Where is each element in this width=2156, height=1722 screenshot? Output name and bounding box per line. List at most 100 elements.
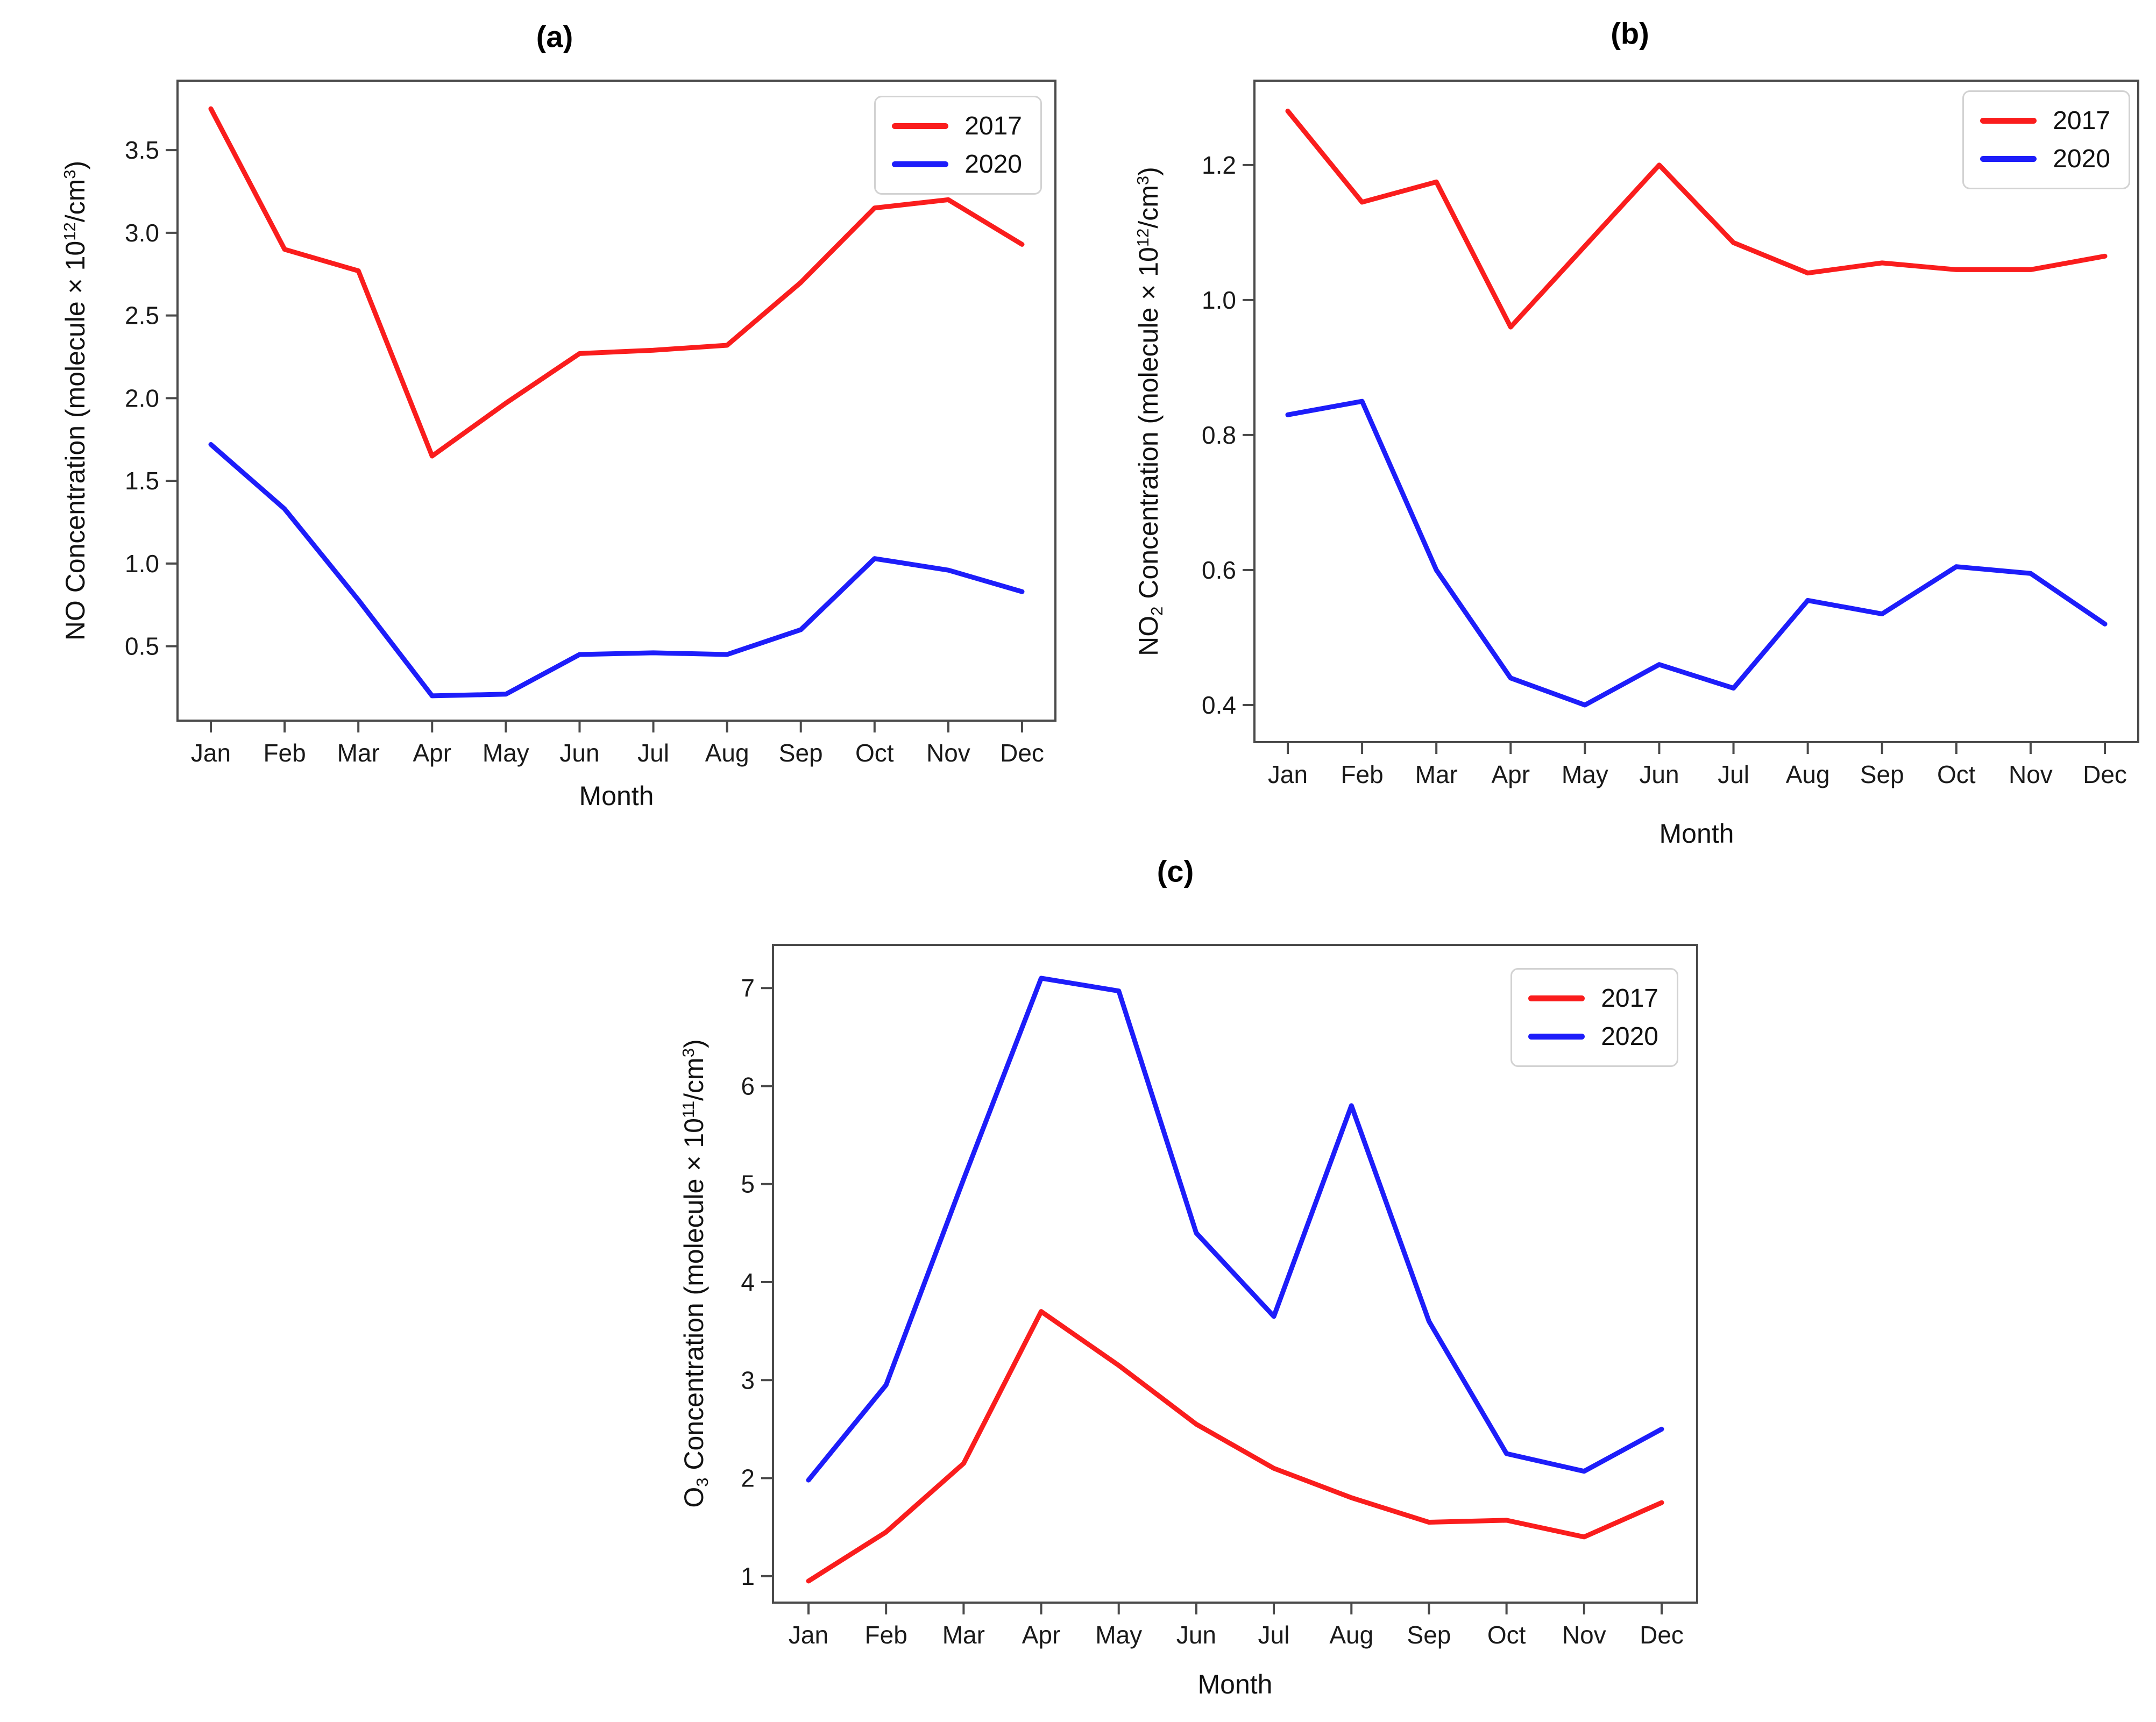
x-tick-label: May xyxy=(1095,1621,1142,1649)
x-tick-label: Jul xyxy=(1258,1621,1290,1649)
x-tick-label: Aug xyxy=(705,739,749,767)
legend-swatch-2020 xyxy=(1528,1034,1585,1040)
x-tick-label: Aug xyxy=(1329,1621,1373,1649)
y-axis-label-part: /cm xyxy=(1133,185,1164,229)
y-tick-label: 5 xyxy=(741,1170,755,1198)
y-axis-label-part: 12 xyxy=(60,222,79,241)
legend-item-2020: 2020 xyxy=(1528,1022,1658,1051)
x-tick-label: Apr xyxy=(1491,760,1530,788)
panel-c: (c) O3 Concentration (molecule × 1011/cm… xyxy=(0,839,2156,1722)
y-axis-label-part: 3 xyxy=(692,1477,712,1487)
panel-a-legend: 2017 2020 xyxy=(874,96,1042,195)
x-tick-label: Jan xyxy=(789,1621,828,1649)
legend-swatch-2017 xyxy=(1528,995,1585,1001)
y-axis-label-part: Concentration (molecule × 10 xyxy=(1133,247,1164,607)
panel-c-y-axis-label: O3 Concentration (molecule × 1011/cm3) xyxy=(678,1039,712,1508)
legend-item-2020: 2020 xyxy=(892,150,1022,179)
panel-c-plot-area: 1 2 3 4 5 6 7 Jan Feb Mar Apr May Jun Jul Aug Sep Oct Nov… xyxy=(741,944,1698,1649)
legend-swatch-2020 xyxy=(1980,156,2037,162)
x-tick-label: Apr xyxy=(1022,1621,1061,1649)
y-axis-label-part: Concentration (molecule × 10 xyxy=(679,1118,709,1478)
y-tick-label: 0.4 xyxy=(1202,691,1236,719)
panel-c-legend: 2017 2020 xyxy=(1510,968,1678,1067)
panel-b-plot-area: 0.4 0.6 0.8 1.0 1.2 Jan Feb Mar Apr May Jun Jul Aug S… xyxy=(1202,80,2139,788)
x-tick-label: May xyxy=(483,739,529,767)
y-axis-label-part: 2 xyxy=(1147,606,1166,616)
x-tick-label: Sep xyxy=(779,739,823,767)
panel-a-y-axis-label: NO Concentration (molecule × 1012/cm3) xyxy=(60,161,91,641)
x-tick-label: Nov xyxy=(1562,1621,1606,1649)
legend-item-2020: 2020 xyxy=(1980,144,2110,174)
y-axis-label-part: /cm xyxy=(60,179,90,223)
legend-item-2017: 2017 xyxy=(892,111,1022,141)
panel-a-x-axis-label: Month xyxy=(579,781,654,811)
plot-spines xyxy=(772,944,1698,1604)
x-tick-label: Dec xyxy=(2083,760,2127,788)
legend-label-2020: 2020 xyxy=(2053,145,2110,173)
y-tick-label: 3.0 xyxy=(125,219,159,247)
x-tick-label: Dec xyxy=(1640,1621,1684,1649)
x-tick-label: Nov xyxy=(2009,760,2053,788)
y-tick-label: 2.0 xyxy=(125,384,159,412)
x-tick-label: Oct xyxy=(1487,1621,1526,1649)
x-tick-label: Oct xyxy=(1937,760,1976,788)
y-tick-label: 0.8 xyxy=(1202,421,1236,449)
y-tick-label: 1.0 xyxy=(125,550,159,578)
y-axis-label-part: O xyxy=(679,1486,709,1508)
panel-c-x-axis-label: Month xyxy=(1197,1669,1273,1699)
y-tick-label: 2.5 xyxy=(125,302,159,330)
panel-b-x-axis-label: Month xyxy=(1659,819,1734,849)
y-tick-label: 6 xyxy=(741,1072,755,1100)
y-axis-label-part: /cm xyxy=(679,1057,709,1101)
legend-label-2020: 2020 xyxy=(964,150,1022,179)
y-axis-label-part: 3 xyxy=(1133,175,1152,186)
y-axis-label-part: NO xyxy=(1133,615,1164,656)
y-axis-label-part: ) xyxy=(679,1039,709,1049)
panel-a: (a) NO Concentration (molecule × 1012/cm… xyxy=(0,0,1081,839)
series-line-2020 xyxy=(1285,399,2108,708)
x-tick-label: Feb xyxy=(865,1621,907,1649)
x-tick-label: Jun xyxy=(1176,1621,1216,1649)
series-line-2017 xyxy=(1285,108,2108,330)
y-tick-label: 1.5 xyxy=(125,467,159,495)
x-tick-label: Feb xyxy=(1341,760,1383,788)
x-tick-label: Sep xyxy=(1407,1621,1451,1649)
y-axis-label-part: 3 xyxy=(60,169,79,179)
plot-spines xyxy=(1253,80,2139,743)
x-tick-label: Oct xyxy=(855,739,894,767)
x-tick-label: Apr xyxy=(413,739,451,767)
panel-b-title: (b) xyxy=(1611,16,1649,51)
legend-label-2017: 2017 xyxy=(1601,984,1658,1013)
x-tick-label: Aug xyxy=(1786,760,1830,788)
series-line-2017 xyxy=(208,106,1025,459)
y-tick-label: 1.0 xyxy=(1202,286,1236,314)
y-axis-label-part: NO Concentration (molecule × 10 xyxy=(60,240,90,641)
y-axis-label-part: 11 xyxy=(678,1100,698,1119)
x-tick-label: Feb xyxy=(263,739,306,767)
legend-swatch-2017 xyxy=(892,123,949,129)
y-axis-label-part: 12 xyxy=(1133,228,1152,247)
panel-b-y-axis-label: NO2 Concentration (molecule × 1012/cm3) xyxy=(1133,167,1166,656)
x-tick-label: Jan xyxy=(1268,760,1308,788)
x-tick-label: Mar xyxy=(942,1621,985,1649)
panel-b-legend: 2017 2020 xyxy=(1962,90,2130,189)
y-axis-label-part: 3 xyxy=(678,1048,698,1058)
x-tick-label: Mar xyxy=(1415,760,1458,788)
y-tick-label: 4 xyxy=(741,1268,755,1296)
legend-swatch-2017 xyxy=(1980,118,2037,124)
legend-label-2017: 2017 xyxy=(2053,106,2110,135)
legend-label-2020: 2020 xyxy=(1601,1022,1658,1051)
x-tick-label: Mar xyxy=(337,739,380,767)
x-tick-label: May xyxy=(1562,760,1608,788)
x-tick-label: Jul xyxy=(637,739,669,767)
y-axis-label-part: ) xyxy=(1133,167,1164,176)
x-tick-label: Jul xyxy=(1718,760,1749,788)
legend-label-2017: 2017 xyxy=(964,112,1022,140)
y-tick-label: 1 xyxy=(741,1562,755,1590)
x-tick-label: Dec xyxy=(1000,739,1044,767)
legend-item-2017: 2017 xyxy=(1980,106,2110,136)
y-tick-label: 3 xyxy=(741,1366,755,1394)
y-tick-label: 7 xyxy=(741,974,755,1002)
plot-spines xyxy=(176,80,1056,722)
